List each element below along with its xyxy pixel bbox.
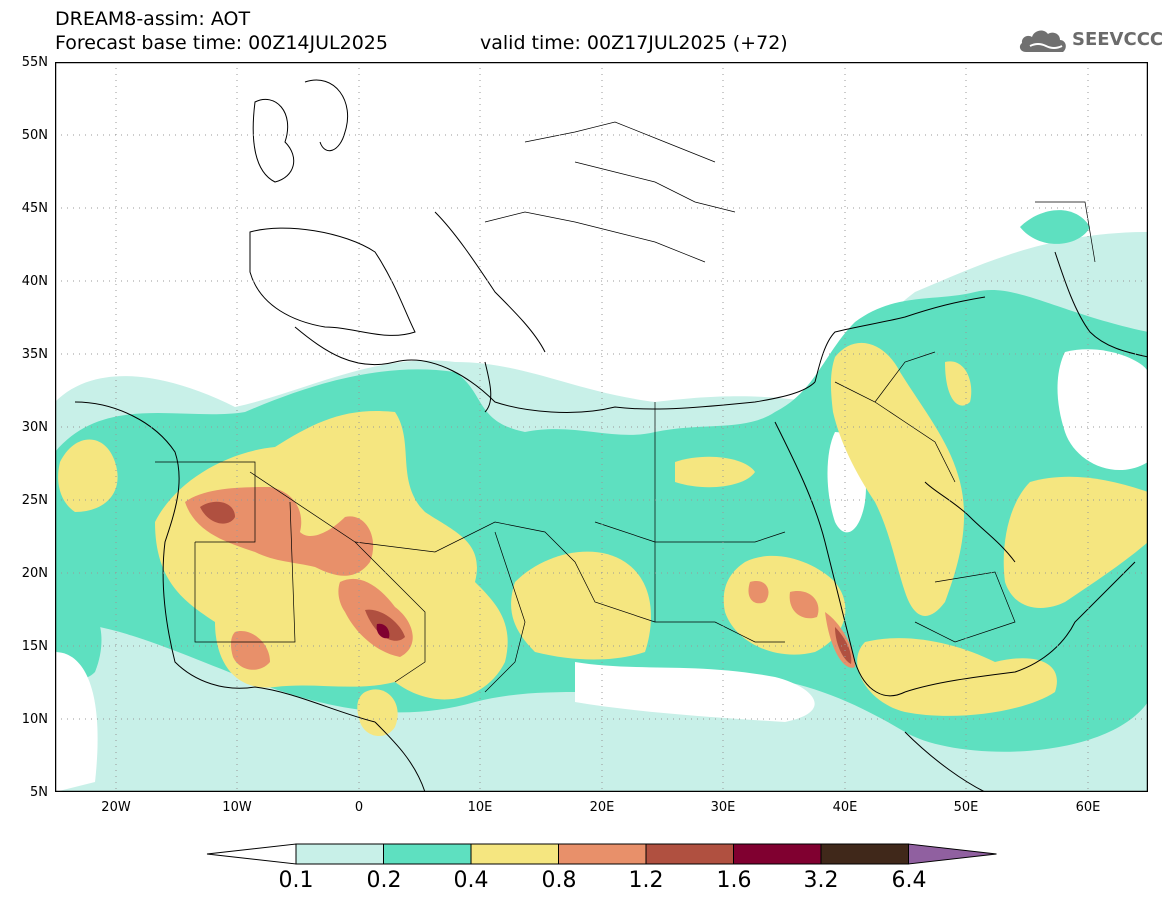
colorbar-label: 1.6: [716, 868, 752, 893]
colorbar-label: 0.8: [541, 868, 577, 893]
valid-time: valid time: 00Z17JUL2025 (+72): [480, 32, 788, 54]
colorbar-label: 0.2: [366, 868, 402, 893]
aot-level-1.2: [200, 501, 852, 664]
lon-label: 10W: [222, 800, 252, 815]
colorbar-cell: [470, 843, 559, 865]
lat-label: 5N: [30, 785, 48, 800]
map-frame: [55, 62, 1148, 792]
lat-label: 30N: [21, 420, 48, 435]
colorbar-min-arrow: [206, 843, 297, 865]
lon-label: 60E: [1075, 800, 1101, 815]
lon-label: 20W: [101, 800, 131, 815]
lat-label: 55N: [21, 55, 48, 70]
colorbar-label: 0.1: [278, 868, 314, 893]
gridlines: [55, 62, 1148, 792]
forecast-base-time: Forecast base time: 00Z14JUL2025: [55, 32, 388, 54]
map-title: DREAM8-assim: AOT: [55, 8, 251, 30]
logo-text: SEEVCCC: [1072, 29, 1164, 50]
aot-level-1.6: [376, 623, 390, 639]
lon-label: 0: [354, 800, 364, 815]
lat-label: 40N: [21, 274, 48, 289]
coastlines: [74, 79, 1148, 792]
aot-colorbar: [206, 843, 997, 865]
colorbar-label: 1.2: [628, 868, 664, 893]
colorbar-cell: [295, 843, 384, 865]
colorbar-cell: [383, 843, 472, 865]
aot-map: [55, 62, 1148, 792]
lon-label: 40E: [832, 800, 858, 815]
cloud-icon: [1019, 30, 1066, 52]
lat-label: 15N: [21, 639, 48, 654]
seevccc-logo: SEEVCCC: [1018, 22, 1163, 58]
lat-label: 45N: [21, 201, 48, 216]
country-borders: [155, 121, 1096, 693]
colorbar-max-arrow: [908, 843, 997, 865]
lon-label: 10E: [467, 800, 493, 815]
colorbar-cell: [558, 843, 647, 865]
lat-label: 50N: [21, 128, 48, 143]
lat-label: 20N: [21, 566, 48, 581]
colorbar-cell: [820, 843, 909, 865]
lon-label: 30E: [710, 800, 736, 815]
lon-label: 20E: [589, 800, 615, 815]
lat-label: 35N: [21, 347, 48, 362]
aot-clear-areas: [55, 349, 1148, 792]
lon-label: 50E: [953, 800, 979, 815]
lat-label: 25N: [21, 493, 48, 508]
colorbar-cell: [733, 843, 822, 865]
colorbar-label: 0.4: [453, 868, 489, 893]
colorbar-label: 6.4: [891, 868, 927, 893]
colorbar-label: 3.2: [803, 868, 839, 893]
colorbar-cell: [645, 843, 734, 865]
lat-label: 10N: [21, 712, 48, 727]
